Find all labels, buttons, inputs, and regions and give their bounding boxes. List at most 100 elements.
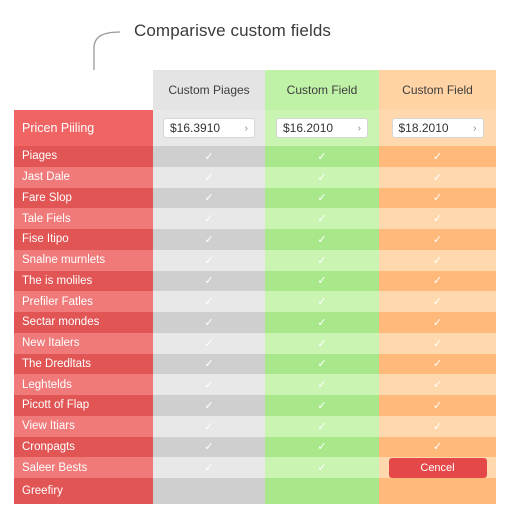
- feature-cell: ✓: [265, 146, 379, 167]
- feature-cell: ✓: [379, 146, 496, 167]
- check-icon: ✓: [204, 441, 214, 454]
- check-icon: ✓: [204, 275, 214, 288]
- check-icon: ✓: [317, 213, 327, 226]
- feature-cell: ✓: [379, 395, 496, 416]
- check-icon: ✓: [204, 150, 214, 163]
- feature-row-label: The is moliles: [14, 270, 153, 292]
- check-icon: ✓: [204, 296, 214, 309]
- feature-cell: ✓: [265, 332, 379, 354]
- price-value: $18.2010: [398, 121, 449, 135]
- feature-row-label: The Dredltats: [14, 353, 153, 375]
- price-input-2[interactable]: $16.2010 ›: [276, 118, 368, 138]
- check-icon: ✓: [317, 462, 327, 475]
- feature-cell: ✓: [379, 312, 496, 333]
- check-icon: ✓: [204, 358, 214, 371]
- feature-cell: ✓: [153, 395, 265, 416]
- check-icon: ✓: [432, 296, 443, 309]
- feature-cell: ✓: [379, 229, 496, 250]
- check-icon: ✓: [432, 316, 443, 329]
- feature-cell: ✓: [153, 332, 265, 354]
- feature-row-label: Prefiler Fatles: [14, 291, 153, 312]
- check-icon: ✓: [317, 275, 327, 288]
- price-value: $16.2010: [283, 121, 334, 135]
- price-input-1[interactable]: $16.3910 ›: [163, 118, 255, 138]
- feature-cell: ✓: [265, 270, 379, 292]
- feature-row-label: Snalne murnlets: [14, 249, 153, 271]
- check-icon: ✓: [317, 379, 327, 392]
- check-icon: ✓: [432, 379, 443, 392]
- feature-row-label: Cronpagts: [14, 436, 153, 458]
- price-input-3[interactable]: $18.2010 ›: [391, 118, 484, 138]
- price-cell-3: $18.2010 ›: [379, 110, 496, 146]
- feature-cell: ✓: [153, 270, 265, 292]
- feature-cell: ✓: [265, 457, 379, 478]
- feature-cell: ✓: [265, 395, 379, 416]
- feature-cell: ✓: [265, 166, 379, 188]
- feature-row-label: Greefiry: [14, 478, 153, 504]
- check-icon: ✓: [317, 316, 327, 329]
- check-icon: ✓: [317, 296, 327, 309]
- check-icon: ✓: [317, 399, 327, 412]
- chevron-right-icon: ›: [357, 122, 361, 134]
- check-icon: ✓: [432, 192, 443, 205]
- feature-row-label: Sectar mondes: [14, 312, 153, 333]
- check-icon: ✓: [204, 399, 214, 412]
- check-icon: ✓: [317, 358, 327, 371]
- feature-cell: ✓: [153, 312, 265, 333]
- cancel-button[interactable]: Cencel: [388, 457, 487, 478]
- price-value: $16.3910: [170, 121, 221, 135]
- check-icon: ✓: [432, 399, 443, 412]
- check-icon: ✓: [317, 420, 327, 433]
- feature-row-label: View Itiars: [14, 415, 153, 437]
- feature-cell: ✓: [379, 208, 496, 229]
- feature-row-label: Tale Fiels: [14, 208, 153, 229]
- check-icon: ✓: [432, 358, 443, 371]
- check-icon: ✓: [317, 441, 327, 454]
- check-icon: ✓: [432, 213, 443, 226]
- price-cell-1: $16.3910 ›: [153, 110, 265, 146]
- check-icon: ✓: [204, 171, 214, 184]
- feature-cell: ✓: [379, 374, 496, 395]
- feature-cell: ✓: [379, 270, 496, 292]
- feature-cell: ✓: [153, 229, 265, 250]
- check-icon: ✓: [317, 254, 327, 267]
- check-icon: ✓: [317, 337, 327, 350]
- check-icon: ✓: [204, 379, 214, 392]
- feature-cell: ✓: [379, 291, 496, 312]
- column-header-3: Custom Field: [379, 70, 496, 110]
- feature-cell: ✓: [153, 146, 265, 167]
- check-icon: ✓: [204, 337, 214, 350]
- check-icon: ✓: [432, 275, 443, 288]
- comparison-table: Custom Piages Custom Field Custom Field …: [14, 70, 496, 504]
- check-icon: ✓: [204, 316, 214, 329]
- check-icon: ✓: [317, 171, 327, 184]
- check-icon: ✓: [432, 337, 443, 350]
- check-icon: ✓: [432, 441, 443, 454]
- feature-row-label: Jast Dale: [14, 166, 153, 188]
- check-icon: ✓: [317, 233, 327, 246]
- feature-cell: ✓: [265, 229, 379, 250]
- feature-cell: ✓: [153, 249, 265, 271]
- check-icon: ✓: [432, 233, 443, 246]
- feature-cell: ✓: [153, 374, 265, 395]
- feature-cell: ✓: [153, 291, 265, 312]
- feature-cell: ✓: [153, 353, 265, 375]
- feature-cell: ✓: [379, 187, 496, 209]
- feature-cell: [379, 478, 496, 504]
- check-icon: ✓: [317, 192, 327, 205]
- check-icon: ✓: [432, 150, 443, 163]
- feature-cell: ✓: [379, 332, 496, 354]
- feature-row-label: Picott of Flap: [14, 395, 153, 416]
- check-icon: ✓: [432, 254, 443, 267]
- feature-cell: ✓: [265, 208, 379, 229]
- feature-row-label: New Italers: [14, 332, 153, 354]
- price-cell-2: $16.2010 ›: [265, 110, 379, 146]
- feature-cell: ✓: [265, 374, 379, 395]
- feature-cell: ✓: [153, 457, 265, 478]
- check-icon: ✓: [432, 420, 443, 433]
- feature-cell: ✓: [379, 166, 496, 188]
- feature-cell: [265, 478, 379, 504]
- feature-cell: ✓: [153, 436, 265, 458]
- feature-cell: ✓: [265, 415, 379, 437]
- feature-cell: ✓: [265, 291, 379, 312]
